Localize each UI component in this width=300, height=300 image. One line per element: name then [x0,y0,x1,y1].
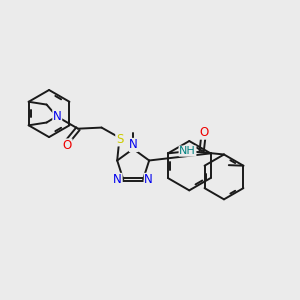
Text: O: O [63,139,72,152]
Text: N: N [129,139,138,152]
Text: S: S [116,133,123,146]
Text: O: O [199,126,208,139]
Text: N: N [53,110,62,123]
Text: N: N [113,173,122,186]
Text: NH: NH [179,146,196,156]
Text: N: N [144,173,153,186]
